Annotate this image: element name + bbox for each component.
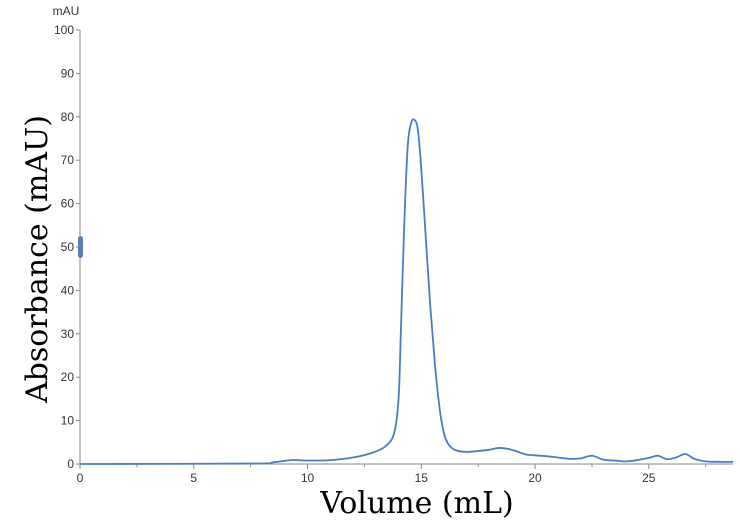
y-tick-label: 70 (61, 153, 75, 167)
x-tick-label: 20 (528, 471, 542, 485)
y-tick-label: 90 (61, 66, 75, 80)
y-axis-ticks: 0 10 20 30 40 50 60 70 80 90 100 (54, 23, 80, 471)
y-tick-label: 10 (61, 414, 75, 428)
y-tick-label: 60 (61, 197, 75, 211)
y-tick-label: 50 (61, 240, 75, 254)
y-tick-label: 30 (61, 327, 75, 341)
y-axis-scroll-handle[interactable] (78, 236, 83, 258)
x-tick-label: 25 (642, 471, 656, 485)
x-tick-label: 5 (190, 471, 197, 485)
x-tick-label: 10 (301, 471, 315, 485)
y-tick-label: 100 (54, 23, 74, 37)
y-tick-label: 80 (61, 110, 75, 124)
x-tick-label: 0 (77, 471, 84, 485)
y-tick-label: 20 (61, 370, 75, 384)
y-unit-label: mAU (53, 4, 80, 18)
absorbance-trace (79, 118, 734, 465)
x-axis-title: Volume (mL) (319, 486, 513, 521)
x-tick-label: 15 (415, 471, 429, 485)
y-tick-label: 0 (67, 457, 74, 471)
y-axis-title: Absorbance (mAU) (20, 115, 55, 404)
y-tick-label: 40 (61, 283, 75, 297)
x-axis-ticks: 0 5 10 15 20 25 (77, 464, 707, 485)
